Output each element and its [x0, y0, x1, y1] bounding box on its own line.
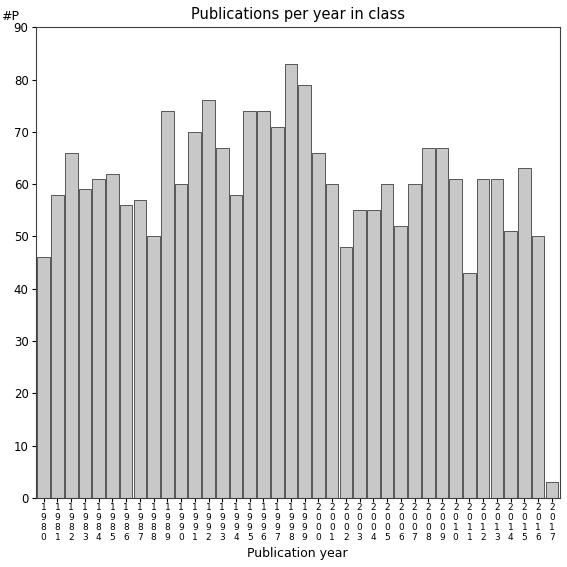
Bar: [298, 85, 311, 498]
Bar: [532, 236, 544, 498]
Bar: [271, 126, 284, 498]
Bar: [202, 100, 215, 498]
Bar: [188, 132, 201, 498]
Bar: [367, 210, 380, 498]
Bar: [504, 231, 517, 498]
Bar: [257, 111, 270, 498]
Bar: [380, 184, 393, 498]
Bar: [79, 189, 91, 498]
Bar: [230, 194, 242, 498]
Bar: [106, 174, 119, 498]
Bar: [477, 179, 489, 498]
Bar: [395, 226, 407, 498]
Bar: [353, 210, 366, 498]
Bar: [490, 179, 503, 498]
Bar: [120, 205, 133, 498]
Bar: [518, 168, 531, 498]
Bar: [92, 179, 105, 498]
Bar: [243, 111, 256, 498]
Bar: [216, 147, 229, 498]
Bar: [285, 64, 297, 498]
Bar: [134, 200, 146, 498]
Bar: [408, 184, 421, 498]
Bar: [312, 153, 325, 498]
Text: #P: #P: [1, 10, 19, 23]
Bar: [450, 179, 462, 498]
Bar: [51, 194, 64, 498]
Bar: [545, 482, 558, 498]
Bar: [326, 184, 338, 498]
Bar: [65, 153, 78, 498]
X-axis label: Publication year: Publication year: [247, 547, 348, 560]
Bar: [422, 147, 434, 498]
Bar: [463, 273, 476, 498]
Bar: [175, 184, 187, 498]
Bar: [161, 111, 174, 498]
Bar: [37, 257, 50, 498]
Bar: [340, 247, 352, 498]
Bar: [435, 147, 448, 498]
Title: Publications per year in class: Publications per year in class: [191, 7, 405, 22]
Bar: [147, 236, 160, 498]
